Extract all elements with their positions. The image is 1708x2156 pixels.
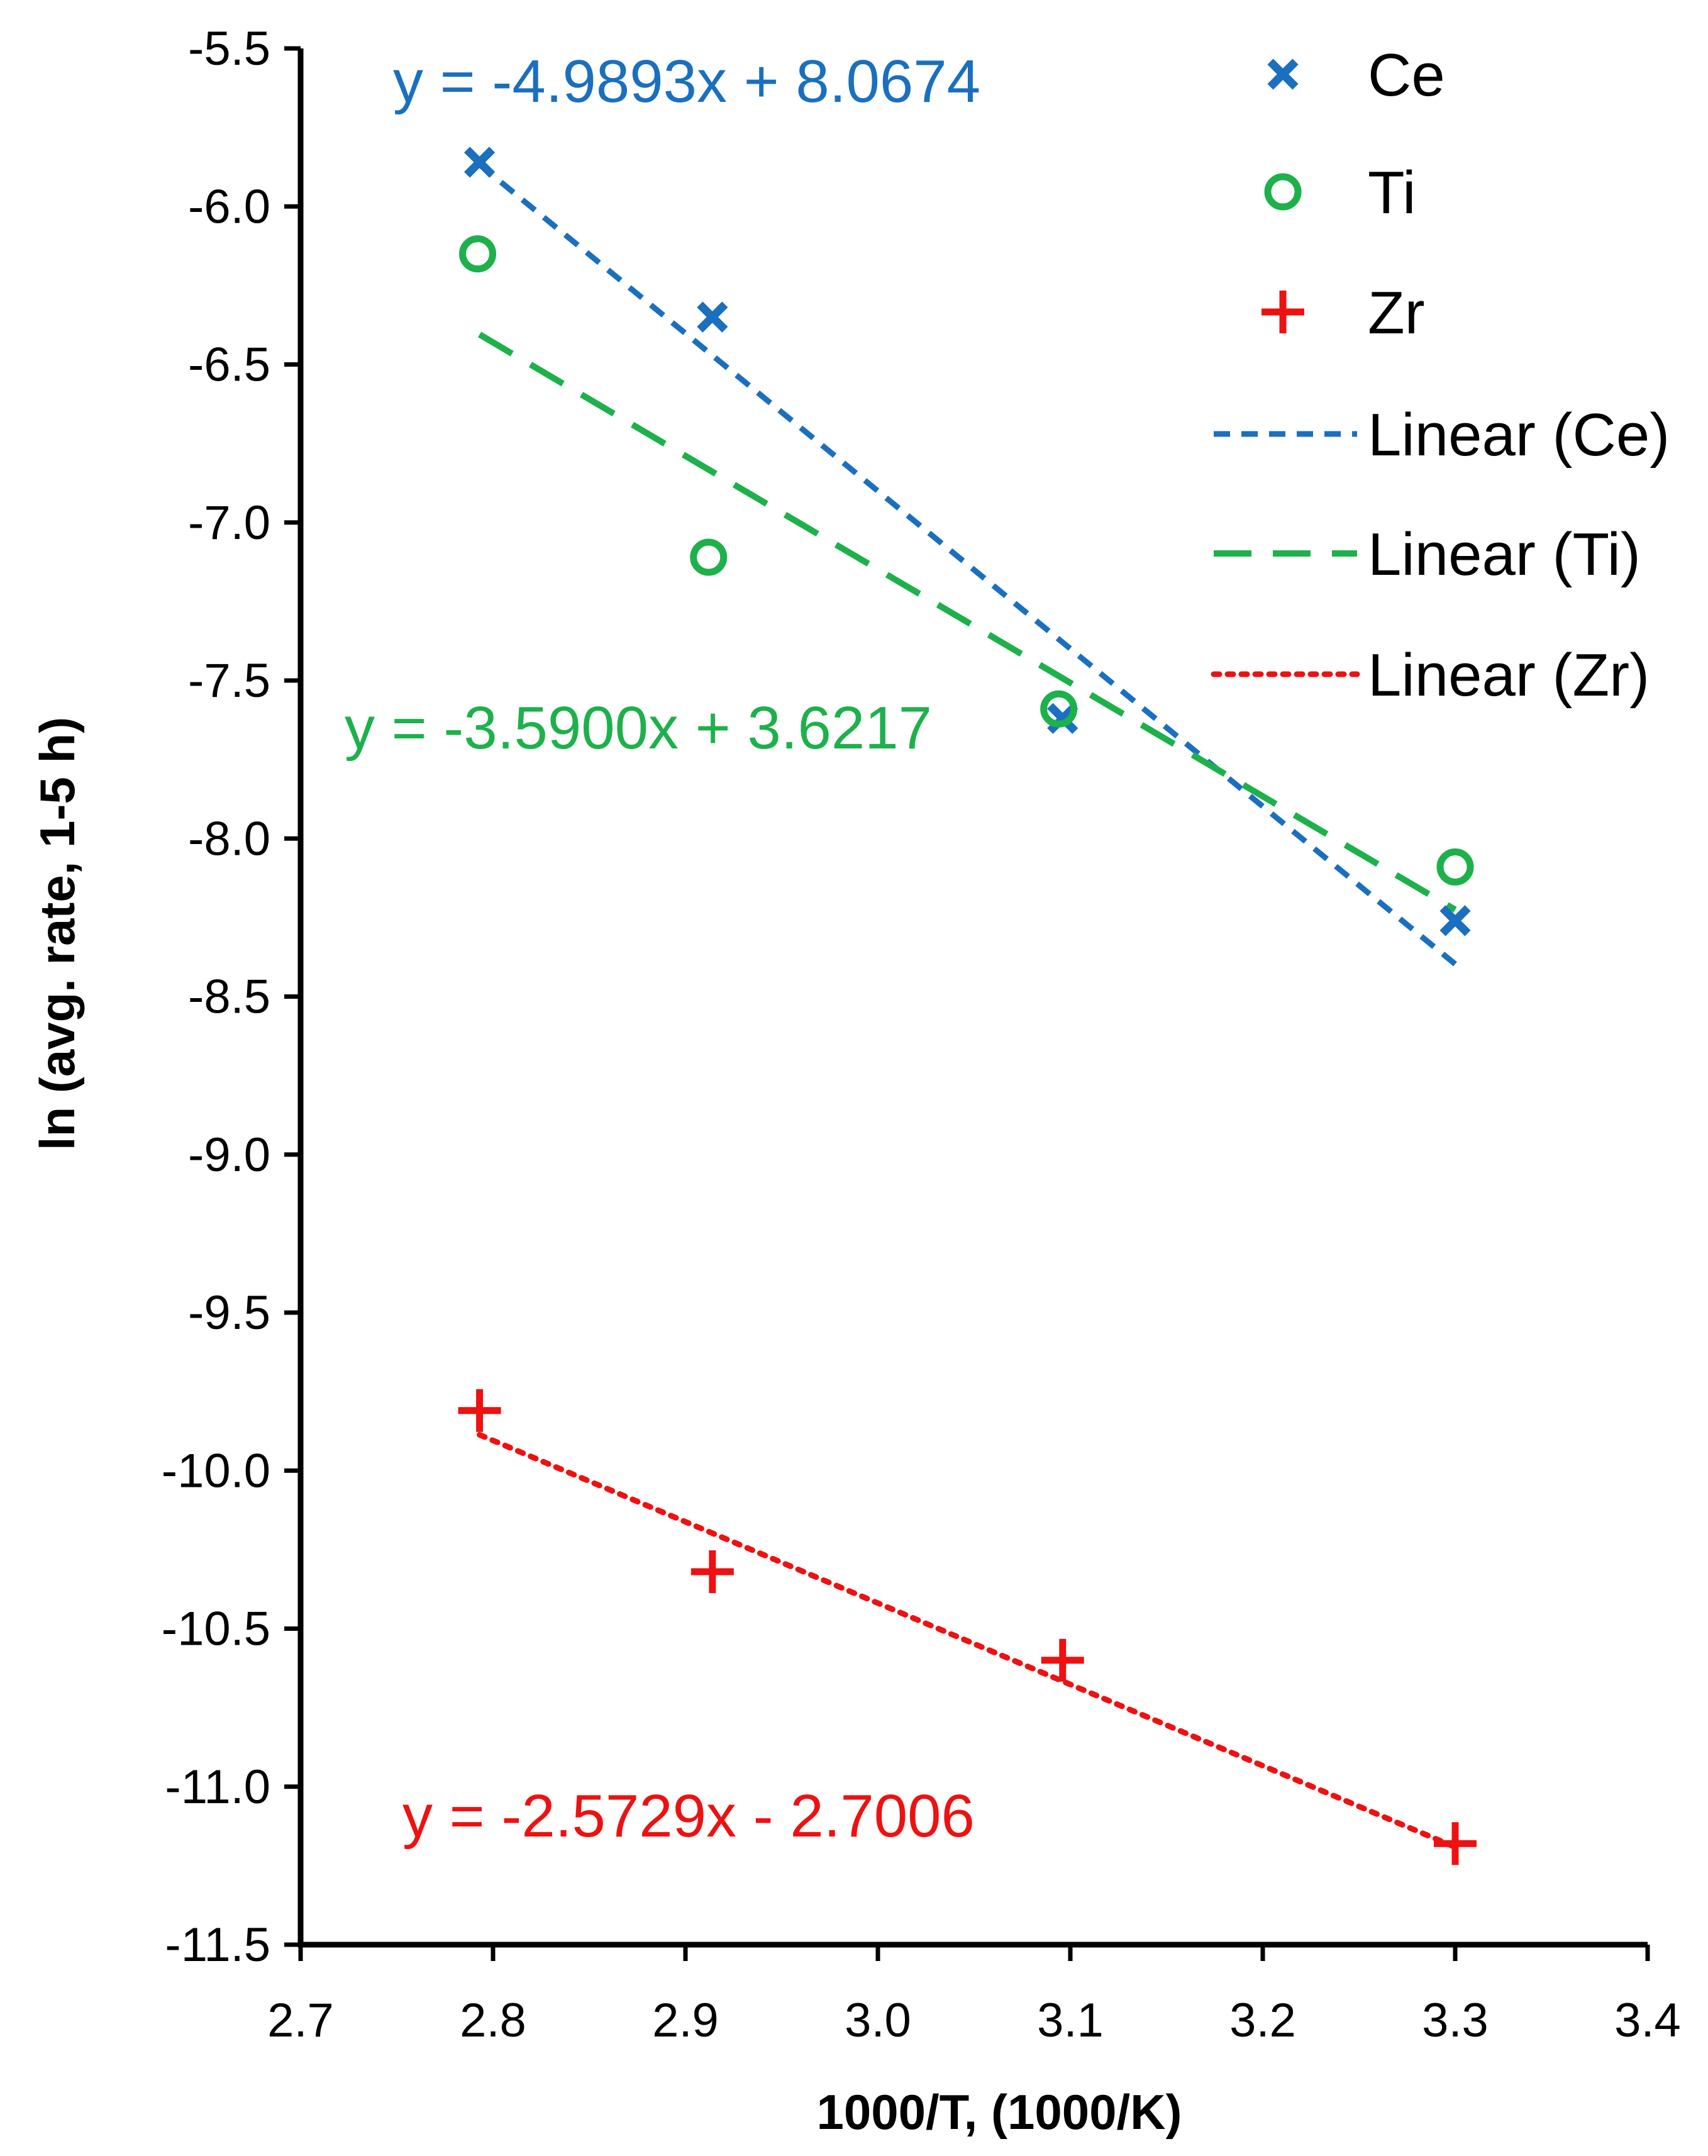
- y-tick-label: -9.5: [188, 1286, 270, 1340]
- data-point-zr: [1041, 1638, 1084, 1682]
- y-tick-label: -8.0: [188, 812, 270, 865]
- trendline-ti: [478, 331, 1457, 913]
- data-point-ti-ring: [459, 235, 497, 273]
- x-axis-title: 1000/T, (1000/K): [816, 2084, 1182, 2140]
- legend-label-ti: Ti: [1368, 159, 1416, 226]
- equation-zr: y = -2.5729x - 2.7006: [402, 1782, 975, 1850]
- trendlines: [477, 162, 1458, 1850]
- data-point-ti: [1436, 848, 1474, 886]
- x-tick-label: 2.7: [267, 1994, 334, 2047]
- legend-marker-ce: [1267, 58, 1299, 90]
- legend-label-linear-zr: Linear (Zr): [1368, 642, 1650, 709]
- x-tick-label: 3.2: [1229, 1994, 1296, 2047]
- y-axis-ticks: -5.5 -6.0 -6.5 -7.0 -7.5 -8.0 -8.5 -9.0 -9.5 -10.…: [162, 22, 301, 1972]
- x-tick-label: 2.8: [460, 1994, 526, 2047]
- data-point-ce-stroke: [1439, 905, 1471, 936]
- x-tick-label: 3.4: [1614, 1994, 1681, 2047]
- equation-annotations: y = -4.9893x + 8.0674 y = -3.5900x + 3.6…: [345, 48, 980, 1850]
- data-point-ti-ring: [690, 538, 728, 576]
- data-point-zr: [458, 1389, 501, 1432]
- legend-marker-ti-ring: [1264, 173, 1302, 211]
- trendline-zr: [477, 1431, 1458, 1850]
- equation-ce: y = -4.9893x + 8.0674: [393, 48, 980, 115]
- data-point-ce: [1439, 905, 1471, 936]
- axes: -5.5 -6.0 -6.5 -7.0 -7.5 -8.0 -8.5 -9.0 -9.5 -10.…: [162, 22, 1681, 2047]
- x-tick-label: 3.3: [1422, 1994, 1489, 2047]
- y-tick-label: -5.5: [188, 22, 270, 75]
- data-point-zr: [690, 1550, 734, 1594]
- x-axis-ticks: 2.7 2.8 2.9 3.0 3.1 3.2 3.3 3.4: [267, 1945, 1681, 2047]
- y-tick-label: -10.5: [162, 1603, 270, 1656]
- y-tick-label: -10.0: [162, 1444, 270, 1498]
- legend: Ce Ti Zr Linear (Ce) Linear (Ti) Linear (Zr): [1211, 42, 1670, 709]
- y-axis-title: ln (avg. rate, 1-5 h): [30, 717, 85, 1150]
- data-point-ce: [697, 301, 728, 333]
- legend-label-linear-ti: Linear (Ti): [1368, 521, 1641, 588]
- data-point-ti: [690, 538, 728, 576]
- legend-marker-ti: [1264, 173, 1302, 211]
- data-point-ti: [1040, 690, 1078, 728]
- x-tick-label: 2.9: [652, 1994, 719, 2047]
- y-tick-label: -6.5: [188, 338, 270, 392]
- data-point-ce-stroke: [463, 147, 496, 178]
- y-tick-label: -9.0: [188, 1128, 270, 1182]
- x-tick-label: 3.1: [1037, 1994, 1104, 2047]
- equation-ti: y = -3.5900x + 3.6217: [345, 694, 932, 762]
- y-tick-label: -8.5: [188, 970, 270, 1024]
- y-tick-label: -7.0: [188, 496, 270, 550]
- data-point-ce-stroke: [697, 301, 728, 333]
- data-point-ce: [463, 147, 496, 178]
- legend-marker-ce-stroke: [1267, 58, 1299, 90]
- legend-label-zr: Zr: [1368, 279, 1425, 347]
- y-tick-label: -7.5: [188, 654, 270, 708]
- legend-label-ce: Ce: [1368, 42, 1445, 109]
- y-tick-label: -6.0: [188, 180, 270, 233]
- y-tick-label: -11.5: [165, 1918, 270, 1972]
- x-tick-label: 3.0: [845, 1994, 911, 2047]
- data-points: [458, 147, 1477, 1865]
- data-point-ti-ring: [1040, 690, 1078, 728]
- legend-marker-zr: [1262, 291, 1304, 333]
- data-point-ti: [459, 235, 497, 273]
- data-point-zr: [1434, 1822, 1477, 1865]
- legend-label-linear-ce: Linear (Ce): [1368, 401, 1670, 469]
- y-tick-label: -11.0: [165, 1760, 270, 1814]
- data-point-ti-ring: [1436, 848, 1474, 886]
